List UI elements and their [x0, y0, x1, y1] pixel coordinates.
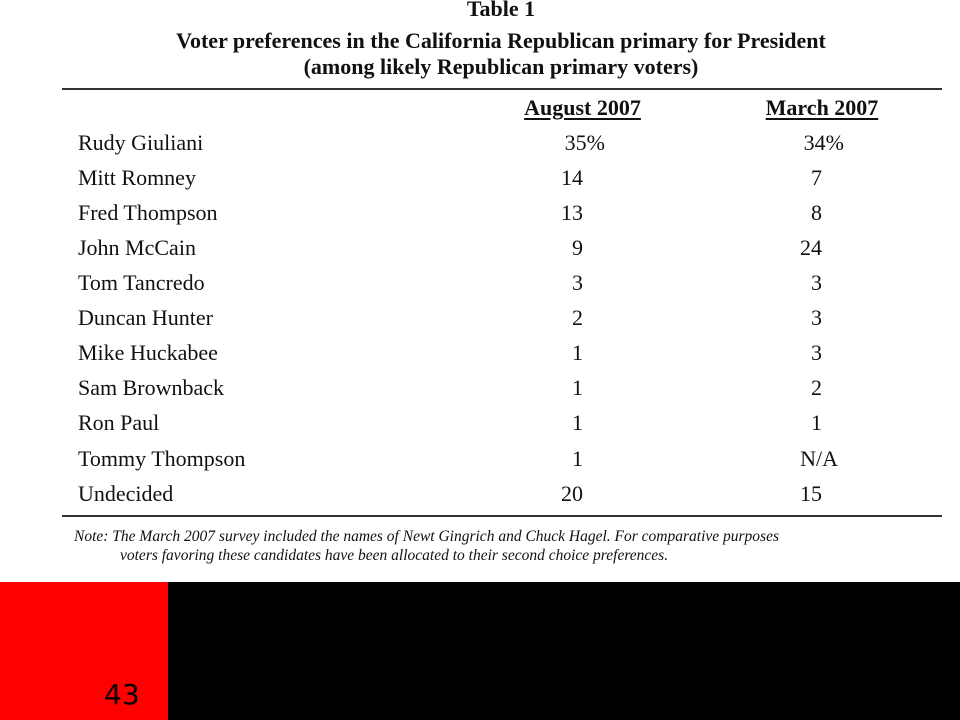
- table-row: Duncan Hunter 2 3: [0, 303, 960, 338]
- column-header-august-2007: August 2007: [524, 95, 641, 120]
- august-value: 2: [572, 305, 583, 330]
- candidate-name: Tommy Thompson: [78, 446, 246, 471]
- march-value: 3: [811, 340, 822, 365]
- march-value: 24: [800, 235, 822, 260]
- table-row: Tom Tancredo 3 3: [0, 268, 960, 303]
- table-row: Rudy Giuliani 35% 34%: [0, 128, 960, 163]
- candidate-name: Undecided: [78, 481, 174, 506]
- candidate-name: Mitt Romney: [78, 165, 196, 190]
- march-value: 3: [811, 270, 822, 295]
- march-value: N/A: [800, 446, 838, 471]
- august-value: 1: [572, 446, 583, 471]
- august-value: 35%: [564, 130, 605, 155]
- table-top-rule: [62, 88, 942, 90]
- table-footnote: Note: The March 2007 survey included the…: [74, 527, 934, 565]
- august-value: 1: [572, 375, 583, 400]
- candidate-name: Ron Paul: [78, 410, 160, 435]
- table-row: Mike Huckabee 1 3: [0, 338, 960, 373]
- table-row: John McCain 9 24: [0, 233, 960, 268]
- march-value: 8: [811, 200, 822, 225]
- candidate-name: Rudy Giuliani: [78, 130, 204, 155]
- candidate-name: John McCain: [78, 235, 196, 260]
- table-bottom-rule: [62, 515, 942, 517]
- table-row: Tommy Thompson 1 N/A: [0, 444, 960, 479]
- candidate-name: Tom Tancredo: [78, 270, 205, 295]
- footnote-line2: voters favoring these candidates have be…: [120, 547, 669, 564]
- table-subtitle: Voter preferences in the California Repu…: [60, 28, 942, 80]
- slide-number: 43: [104, 678, 140, 711]
- column-header-march-2007: March 2007: [765, 95, 879, 120]
- table-row: Fred Thompson 13 8: [0, 198, 960, 233]
- candidate-name: Fred Thompson: [78, 200, 218, 225]
- march-value: 1: [811, 410, 822, 435]
- table-row: Ron Paul 1 1: [0, 408, 960, 443]
- table-subtitle-line1: Voter preferences in the California Repu…: [176, 28, 826, 53]
- footnote-line1: Note: The March 2007 survey included the…: [74, 528, 779, 545]
- august-value: 13: [561, 200, 583, 225]
- august-value: 14: [561, 165, 583, 190]
- august-value: 9: [572, 235, 583, 260]
- candidate-name: Mike Huckabee: [78, 340, 218, 365]
- candidate-name: Sam Brownback: [78, 375, 225, 400]
- candidate-name: Duncan Hunter: [78, 305, 214, 330]
- august-value: 1: [572, 340, 583, 365]
- march-value: 34%: [803, 130, 844, 155]
- march-value: 2: [811, 375, 822, 400]
- table-row: Mitt Romney 14 7: [0, 163, 960, 198]
- august-value: 1: [572, 410, 583, 435]
- table-row: Sam Brownback 1 2: [0, 373, 960, 408]
- august-value: 20: [561, 481, 583, 506]
- table-title: Table 1: [466, 0, 536, 21]
- table-row: Undecided 20 15: [0, 479, 960, 514]
- august-value: 3: [572, 270, 583, 295]
- march-value: 3: [811, 305, 822, 330]
- march-value: 7: [811, 165, 822, 190]
- table-subtitle-line2: (among likely Republican primary voters): [303, 54, 699, 79]
- march-value: 15: [800, 481, 822, 506]
- footer-red-block: [0, 582, 168, 720]
